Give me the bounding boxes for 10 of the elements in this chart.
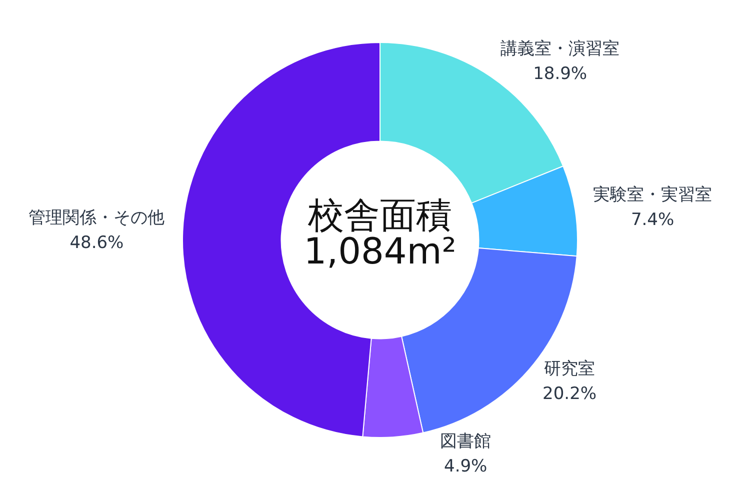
data-label: 48.6%	[70, 232, 124, 253]
slice-label: 講義室・演習室	[500, 38, 620, 59]
slice-label: 実験室・実習室	[593, 185, 712, 206]
slice-label: 管理関係・その他	[28, 208, 165, 228]
data-label: 18.9%	[533, 64, 588, 84]
data-label: 7.4%	[630, 210, 674, 230]
slice-label: 図書館	[440, 431, 492, 452]
slice-label: 研究室	[544, 358, 596, 379]
data-label: 4.9%	[444, 456, 488, 476]
data-label: 20.2%	[542, 384, 597, 404]
